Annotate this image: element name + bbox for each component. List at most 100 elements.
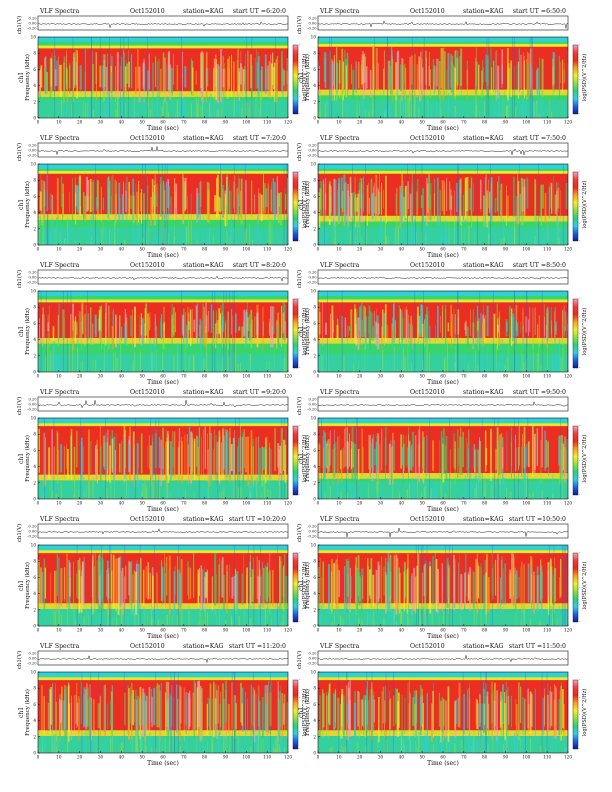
- impulse-line: [457, 291, 458, 372]
- waveform-y-tick: 0.00: [308, 276, 317, 280]
- impulse-line: [486, 672, 487, 753]
- spectral-streak: [558, 698, 561, 736]
- colorbar-tick: -: [299, 111, 301, 116]
- low-streak: [488, 220, 489, 245]
- low-streak: [323, 231, 324, 245]
- low-streak: [278, 744, 280, 753]
- colorbar-tick: -: [579, 221, 581, 226]
- low-streak: [318, 111, 320, 118]
- spectral-streak: [87, 429, 90, 485]
- low-streak: [453, 222, 455, 245]
- waveform-y-tick: 0.00: [28, 149, 37, 153]
- low-streak: [411, 97, 412, 118]
- low-streak: [162, 99, 164, 118]
- y-tick-label: 0: [313, 624, 316, 629]
- panel-start-time: start UT =10:20:0: [229, 516, 286, 523]
- x-tick-label: 90: [503, 374, 509, 379]
- panel-start-time: start UT =9:20:0: [233, 389, 286, 396]
- low-streak: [152, 482, 154, 499]
- low-band: [318, 100, 568, 118]
- low-streak: [402, 744, 404, 753]
- spectral-streak: [345, 65, 347, 98]
- low-streak: [505, 738, 507, 753]
- spectral-streak: [497, 318, 498, 350]
- spectral-streak: [236, 59, 238, 92]
- spectral-streak: [175, 183, 178, 220]
- spectral-streak: [162, 323, 164, 350]
- impulse-line: [161, 164, 163, 245]
- low-streak: [133, 95, 135, 118]
- impulse-line: [95, 164, 96, 245]
- spectral-streak: [419, 696, 421, 737]
- colorbar-tick: -: [579, 423, 581, 428]
- spectral-streak: [558, 55, 560, 101]
- low-streak: [538, 340, 540, 372]
- low-streak: [233, 92, 235, 118]
- colorbar-tick: -: [299, 602, 301, 607]
- spectral-streak: [269, 447, 271, 481]
- low-streak: [420, 492, 422, 499]
- colorbar-tick: -: [579, 59, 581, 64]
- spectral-streak: [145, 700, 148, 724]
- low-streak: [414, 95, 416, 118]
- low-streak: [390, 111, 392, 118]
- spectral-streak: [66, 553, 68, 608]
- spectral-streak: [109, 180, 111, 215]
- spectral-streak: [369, 695, 370, 738]
- spectral-streak: [103, 59, 106, 101]
- low-streak: [223, 736, 225, 753]
- spectral-streak: [476, 554, 479, 615]
- low-streak: [167, 233, 169, 245]
- spectral-streak: [216, 178, 218, 218]
- spectral-streak: [73, 446, 76, 483]
- spectral-streak: [506, 185, 507, 226]
- spectral-streak: [218, 564, 220, 608]
- low-streak: [522, 91, 524, 118]
- top-strip: [38, 37, 288, 42]
- low-streak: [234, 611, 236, 626]
- impulse-line: [329, 37, 330, 118]
- low-streak: [248, 103, 250, 118]
- low-streak: [219, 492, 221, 499]
- spectral-streak: [214, 697, 216, 738]
- low-streak: [79, 104, 81, 118]
- impulse-line: [87, 291, 88, 372]
- spectral-streak: [457, 429, 459, 478]
- spectral-streak: [205, 326, 206, 348]
- spectral-streak: [236, 571, 239, 611]
- spectral-streak: [224, 193, 227, 227]
- spectral-streak: [337, 564, 339, 604]
- low-streak: [155, 350, 157, 372]
- spectral-streak: [365, 66, 368, 89]
- low-streak: [251, 605, 253, 626]
- impulse-line: [468, 418, 470, 499]
- low-streak: [246, 614, 248, 626]
- spectral-streak: [126, 176, 128, 224]
- spectral-streak: [87, 180, 89, 210]
- upper-edge: [38, 677, 288, 681]
- waveform-y-label: ch1(V): [296, 651, 303, 669]
- spectral-streak: [228, 68, 230, 87]
- spectral-streak: [257, 55, 260, 97]
- low-streak: [550, 613, 552, 626]
- x-tick-label: 100: [242, 247, 250, 252]
- x-tick-label: 20: [357, 120, 363, 125]
- spectral-streak: [318, 444, 321, 468]
- low-streak: [245, 103, 247, 118]
- low-streak: [124, 609, 125, 626]
- spectral-streak: [195, 70, 197, 85]
- impulse-line: [421, 164, 423, 245]
- spectral-streak: [211, 576, 213, 611]
- spectral-streak: [49, 689, 52, 735]
- low-streak: [384, 217, 387, 245]
- impulse-line: [549, 545, 550, 626]
- low-streak: [250, 364, 252, 372]
- low-streak: [525, 479, 528, 499]
- spectral-streak: [457, 697, 459, 727]
- impulse-line: [418, 545, 419, 626]
- spectral-streak: [340, 177, 343, 208]
- low-streak: [75, 617, 77, 626]
- x-tick-label: 110: [263, 628, 271, 633]
- spectral-streak: [155, 56, 157, 88]
